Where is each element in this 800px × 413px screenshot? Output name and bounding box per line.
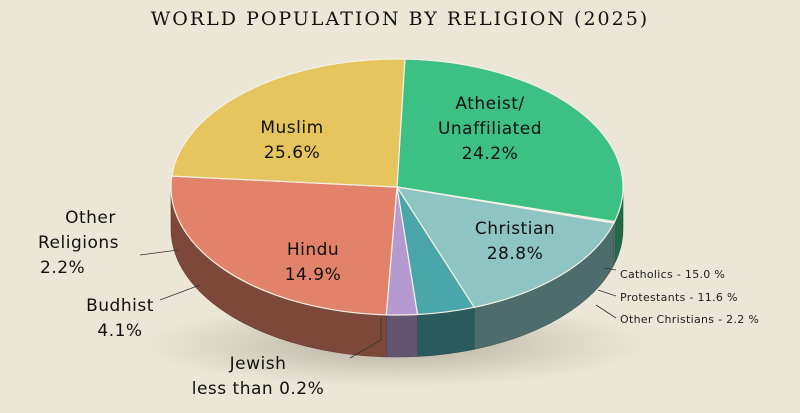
label-budhist: Budhist 4.1% (70, 294, 170, 344)
label-muslim-name: Muslim (260, 118, 324, 138)
label-jewish: Jewish less than 0.2% (168, 352, 348, 402)
label-christian-name: Christian (474, 219, 556, 239)
slice-atheist-unaffiliated (171, 58, 406, 188)
leader-budhist (159, 284, 201, 301)
label-other-religions: Other Religions 2.2% (28, 206, 153, 281)
label-atheist-name2: Unaffiliated (437, 119, 543, 139)
label-christian: Christian 28.8% (455, 217, 575, 267)
side-budhist (417, 306, 475, 357)
leader-jewish (349, 318, 382, 359)
slice-christian (396, 58, 624, 223)
leader-protestants (597, 289, 617, 297)
pie-tops (170, 58, 624, 316)
christian-breakdown-other: Other Christians - 2.2 % (620, 313, 760, 326)
leader-other-religions (139, 249, 179, 256)
christian-breakdown-catholics: Catholics - 15.0 % (620, 268, 726, 281)
slice-hindu (395, 186, 615, 308)
chart-title: WORLD POPULATION BY RELIGION (2025) (150, 8, 650, 30)
label-other-value: 2.2% (40, 258, 86, 278)
label-other-name1: Other (65, 208, 116, 228)
label-christian-value: 28.8% (486, 244, 544, 264)
label-atheist-name1: Atheist/ (455, 94, 525, 114)
label-jewish-name: Jewish (229, 354, 287, 374)
leader-catholics (603, 267, 617, 271)
label-budhist-name: Budhist (86, 296, 154, 316)
label-jewish-value: less than 0.2% (191, 379, 325, 399)
label-other-name2: Religions (38, 233, 119, 253)
leader-other-christians (595, 304, 617, 319)
label-budhist-value: 4.1% (97, 321, 143, 341)
label-muslim-value: 25.6% (263, 143, 321, 163)
label-hindu: Hindu 14.9% (268, 238, 358, 288)
leader-lines (139, 249, 617, 359)
label-atheist-value: 24.2% (461, 144, 519, 164)
label-hindu-name: Hindu (286, 240, 340, 260)
christian-breakdown-protestants: Protestants - 11.6 % (620, 291, 738, 304)
label-atheist: Atheist/ Unaffiliated 24.2% (415, 92, 565, 167)
side-other-religions (385, 314, 418, 358)
label-muslim: Muslim 25.6% (237, 116, 347, 166)
pie-sides (170, 186, 624, 358)
label-hindu-value: 14.9% (284, 265, 342, 285)
slice-muslim (170, 175, 398, 316)
